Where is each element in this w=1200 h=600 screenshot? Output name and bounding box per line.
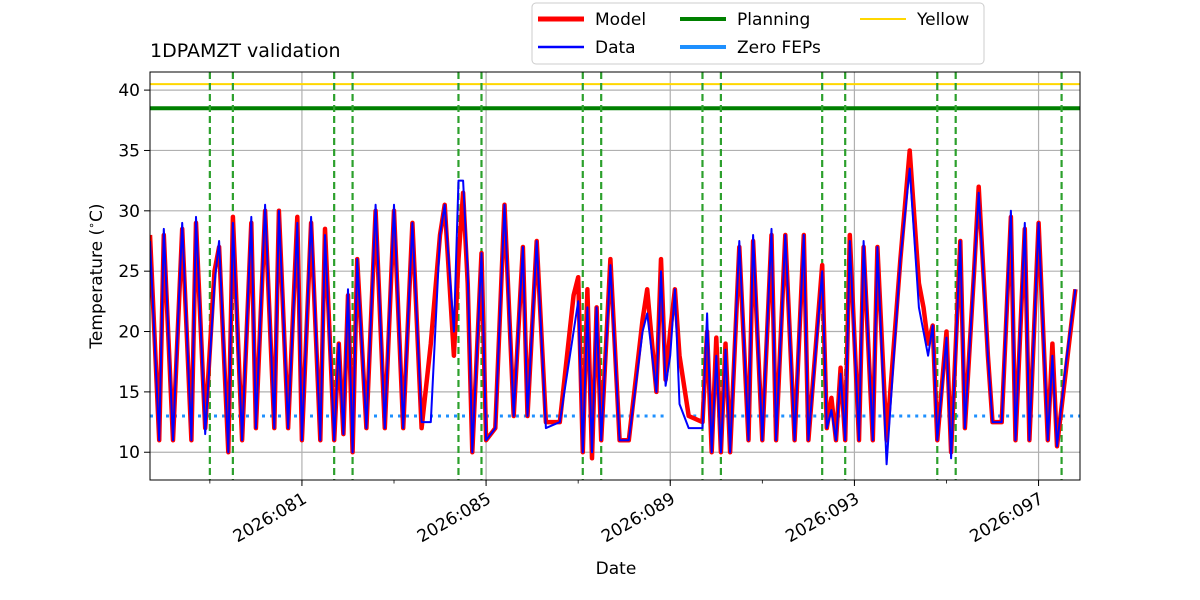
y-tick-label: 30 — [118, 202, 140, 222]
plot-area — [150, 72, 1080, 480]
x-axis-label: Date — [596, 559, 637, 579]
data-series-line — [150, 167, 1077, 466]
legend-label: Yellow — [916, 10, 969, 30]
y-tick-label: 35 — [118, 141, 140, 161]
legend-label: Model — [595, 10, 646, 30]
x-tick-label: 2026:085 — [414, 489, 495, 547]
plot-frame — [149, 71, 1081, 481]
legend-label: Zero FEPs — [737, 38, 821, 58]
legend: Model Data Planning Zero FEPs Yellow — [531, 2, 985, 65]
y-tick-label: 15 — [118, 383, 140, 403]
x-tick-label: 2026:089 — [598, 489, 679, 547]
event-markers — [208, 72, 1063, 480]
y-tick-label: 10 — [118, 443, 140, 463]
x-tick-label: 2026:097 — [967, 489, 1048, 547]
legend-label: Planning — [737, 10, 810, 30]
y-tick-label: 20 — [118, 323, 140, 343]
legend-label: Data — [595, 38, 636, 58]
x-tick-label: 2026:081 — [230, 489, 311, 547]
y-axis-label: Temperature (∘C) — [85, 203, 107, 349]
y-tick-label: 40 — [118, 81, 140, 101]
y-tick-label: 25 — [118, 262, 140, 282]
chart-title: 1DPAMZT validation — [150, 40, 341, 62]
y-axis-ticks: 10 15 20 25 30 35 40 — [118, 81, 150, 463]
limit-lines — [150, 83, 1080, 111]
x-axis-ticks: 2026:081 2026:085 2026:089 2026:093 2026:097 — [209, 480, 1048, 547]
x-tick-label: 2026:093 — [782, 489, 863, 547]
